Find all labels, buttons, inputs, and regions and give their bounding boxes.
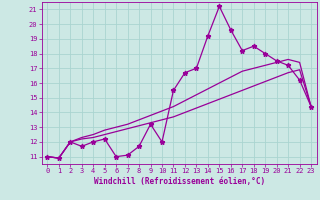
X-axis label: Windchill (Refroidissement éolien,°C): Windchill (Refroidissement éolien,°C) — [94, 177, 265, 186]
